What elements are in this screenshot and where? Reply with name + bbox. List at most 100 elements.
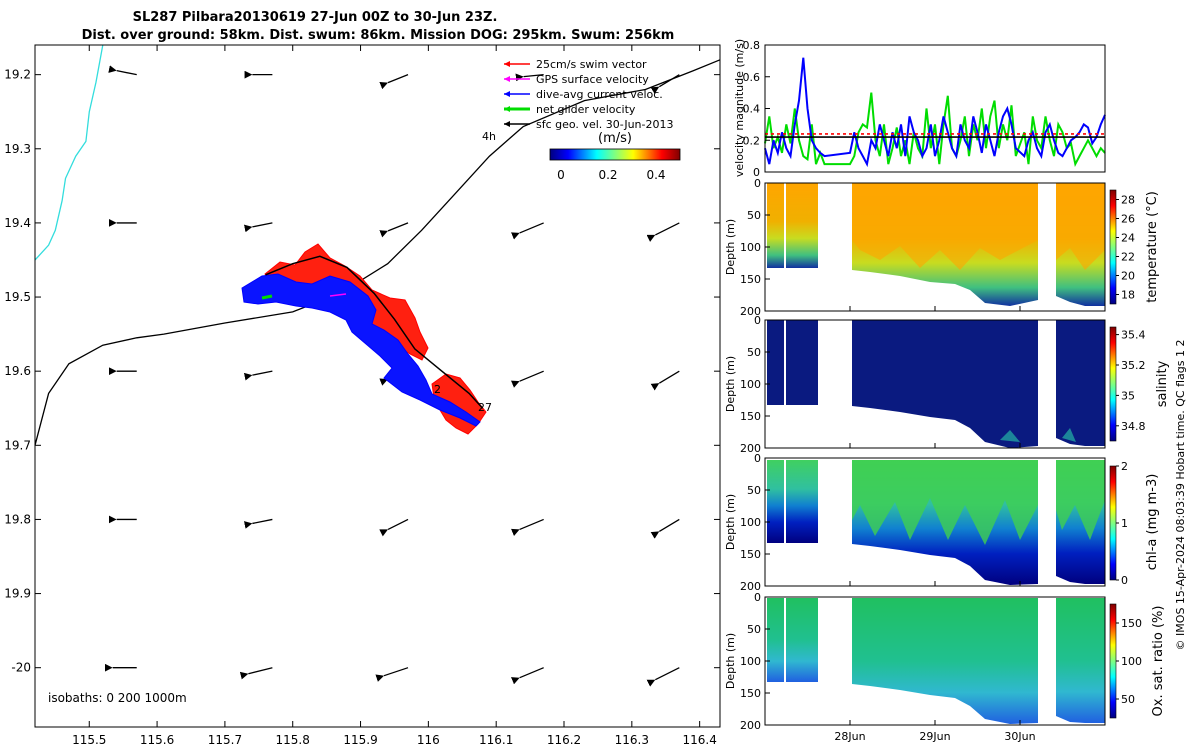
salinity-cbar-label: salinity xyxy=(1155,360,1170,407)
velocity-series-line xyxy=(764,57,1106,168)
velocity-ytick-label: 0.8 xyxy=(743,39,761,52)
colorbar-tick-label: 18 xyxy=(1121,289,1135,302)
map-ytick-label: 19.6 xyxy=(4,364,31,378)
temperature-section-panel: 0 50 100 150 200 28 26 24 22 20 18 Depth (m) temp… xyxy=(724,177,1160,318)
oxygen-block-1 xyxy=(767,598,784,682)
temperature-colorbar xyxy=(1109,189,1117,305)
oxygen-block-2 xyxy=(786,598,818,682)
map-xtick-label: 116.1 xyxy=(479,733,513,747)
title-line-2: Dist. over ground: 58km. Dist. swum: 86k… xyxy=(82,28,675,43)
map-xtick-label: 115.6 xyxy=(140,733,174,747)
geo-vector-arrow xyxy=(379,518,409,537)
temperature-block-1 xyxy=(767,183,784,268)
chla-surface-layer xyxy=(852,460,1038,545)
map-xtick-label: 115.5 xyxy=(72,733,106,747)
oxygen-colorbar-ticks: 150 100 50 xyxy=(1116,617,1142,706)
chla-section-panel: 0 50 100 150 200 2 1 0 Depth (m) chl-a (mg m-3… xyxy=(724,452,1160,593)
salinity-axes-frame xyxy=(764,319,1106,449)
map-xtick-label: 116.4 xyxy=(682,733,716,747)
colorbar-tick-label: 28 xyxy=(1121,194,1135,207)
legend-arrowhead xyxy=(504,106,510,112)
map-axes: 115.5 115.6 115.7 115.8 115.9 116 116.1 116.2 11… xyxy=(4,45,720,747)
oxygen-ylabel: Depth (m) xyxy=(724,633,737,689)
colorbar-tick-label: 1 xyxy=(1121,517,1128,530)
map-ytick-label: 19.5 xyxy=(4,290,31,304)
salinity-ylabel: Depth (m) xyxy=(724,356,737,412)
legend-item-label: net glider velocity xyxy=(536,103,636,116)
salinity-colorbar-ticks: 35.4 35.2 35 34.8 xyxy=(1116,329,1146,433)
map-xtick-label: 115.9 xyxy=(343,733,377,747)
oxygen-block-4 xyxy=(1056,598,1105,723)
velocity-ytick-label: 0.4 xyxy=(743,103,761,116)
time-tick-label: 29Jun xyxy=(919,730,950,743)
colorbar-tick-label: 0 xyxy=(1121,574,1128,587)
colorbar-tick-label: 100 xyxy=(1121,655,1142,668)
speed-colorbar xyxy=(549,148,681,161)
depth-tick-label: 200 xyxy=(740,580,761,593)
chla-surface-layer-2 xyxy=(1056,460,1105,540)
velocity-ytick-label: 0.6 xyxy=(743,71,761,84)
map-axes-frame xyxy=(34,44,721,728)
salinity-colorbar xyxy=(1109,326,1117,442)
geo-vector-arrow xyxy=(243,518,273,529)
net-glider-velocity-mark xyxy=(261,294,273,300)
salinity-section-field xyxy=(767,320,1105,448)
time-tick-label: 28Jun xyxy=(834,730,865,743)
map-ytick-label: 19.4 xyxy=(4,216,31,230)
isobath-label: isobaths: 0 200 1000m xyxy=(48,691,187,705)
velocity-ytick-label: 0.2 xyxy=(743,134,761,147)
geo-vector-arrow xyxy=(239,667,273,680)
temperature-colorbar-ticks: 28 26 24 22 20 18 xyxy=(1116,194,1135,302)
temperature-cbar-label: temperature (°C) xyxy=(1145,191,1160,303)
geo-vector-arrow xyxy=(510,667,544,685)
temperature-section-field xyxy=(767,183,1105,306)
map-ytick-label: 19.3 xyxy=(4,142,31,156)
depth-tick-label: 150 xyxy=(740,273,761,286)
legend-item-label: dive-avg current veloc. xyxy=(536,88,663,101)
title-line-1: SL287 Pilbara20130619 27-Jun 00Z to 30-J… xyxy=(133,10,498,25)
map-ytick-label: 19.9 xyxy=(4,587,31,601)
chla-axes-frame xyxy=(764,457,1106,587)
colorbar-tick-label: 26 xyxy=(1121,213,1135,226)
colorbar-tick-label: 35.2 xyxy=(1121,359,1146,372)
legend-arrowhead xyxy=(504,61,510,67)
velocity-axes-frame xyxy=(764,44,1106,173)
colorbar-tick-label: 2 xyxy=(1121,460,1128,473)
geo-vector-arrow xyxy=(646,222,680,242)
velocity-series-line xyxy=(764,92,1106,168)
geo-vector-arrow xyxy=(243,222,273,233)
map-ytick-label: 19.7 xyxy=(4,438,31,452)
chla-block-1 xyxy=(767,460,784,543)
map-xtick-label: 115.7 xyxy=(208,733,242,747)
map-ytick-label: 19.2 xyxy=(4,68,31,82)
oxygen-section-field xyxy=(767,598,1105,724)
map-xtick-label: 116.3 xyxy=(615,733,649,747)
oxygen-block-3 xyxy=(852,598,1038,724)
colorbar-tick-label: 24 xyxy=(1121,232,1135,245)
colorbar-tick-label: 50 xyxy=(1121,693,1135,706)
copyright-note: © IMOS 15-Apr-2024 08:03:39 Hobart time.… xyxy=(1174,340,1187,651)
map-ytick-label: -20 xyxy=(11,661,31,675)
temperature-block-2 xyxy=(786,183,818,268)
chla-cbar-label: chl-a (mg m-3) xyxy=(1145,474,1160,571)
map-xtick-label: 116.2 xyxy=(547,733,581,747)
depth-tick-label: 0 xyxy=(754,452,761,465)
salinity-block-3 xyxy=(852,320,1038,448)
chla-section-field xyxy=(767,460,1105,585)
geo-vector-arrow xyxy=(650,518,680,539)
depth-tick-label: 200 xyxy=(740,305,761,318)
current-vector-patch xyxy=(241,273,481,427)
gps-surface-velocity-mark xyxy=(329,293,347,297)
salinity-block-2 xyxy=(786,320,818,405)
velocity-series xyxy=(764,57,1106,168)
depth-tick-label: 50 xyxy=(747,623,761,636)
legend-arrowhead xyxy=(504,76,510,82)
depth-tick-label: 50 xyxy=(747,346,761,359)
salinity-section-panel: 0 50 100 150 200 35.4 35.2 35 34.8 Depth (m) sa… xyxy=(724,314,1170,455)
depth-tick-label: 200 xyxy=(740,719,761,732)
velocity-ylabel: velocity magnitude (m/s) xyxy=(733,39,746,177)
legend-item-label: sfc geo. vel. 30-Jun-2013 xyxy=(536,118,673,131)
legend-arrowhead xyxy=(504,91,510,97)
geo-vector-arrow xyxy=(510,370,544,388)
